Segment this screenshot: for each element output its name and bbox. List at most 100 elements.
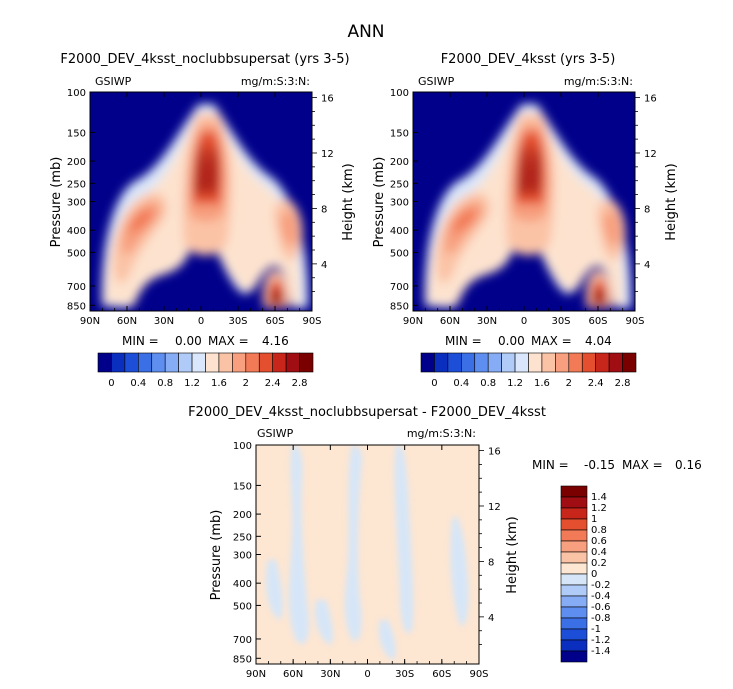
- panel-b-max-value: 4.04: [585, 334, 612, 348]
- colorbar-label: 0.8: [480, 378, 496, 389]
- colorbar-label: 1.4: [591, 492, 607, 503]
- colorbar-swatch: [138, 352, 153, 373]
- panel-c-min-value: -0.15: [584, 458, 615, 472]
- panel-c-axes: 90N 60N 30N 0 30S 60S 90S 100 150 200 250 300 400 500…: [233, 441, 501, 680]
- colorbar-swatch: [205, 352, 220, 373]
- panel-c-max-label: MAX =: [622, 458, 663, 472]
- y-tick-label: 250: [67, 179, 86, 190]
- colorbar-swatch: [461, 352, 476, 373]
- panel-b-units-label: mg/m:S:3:N:: [564, 75, 633, 88]
- panel-c-colorbar: 1.41.210.80.60.40.20-0.2-0.4-0.6-0.8-1-1…: [560, 485, 611, 663]
- x-tick-label: 30S: [228, 316, 247, 327]
- y-tick-label: 300: [67, 198, 86, 209]
- colorbar-swatch: [258, 352, 273, 373]
- x-tick-label: 90S: [625, 316, 644, 327]
- y-tick-label: 250: [390, 179, 409, 190]
- x-tick-label: 60S: [265, 316, 284, 327]
- colorbar-swatch: [178, 352, 193, 373]
- colorbar-label: 0.2: [591, 558, 607, 569]
- y-tick-label: 150: [233, 481, 252, 492]
- y2-tick-label: 12: [644, 149, 657, 160]
- y-tick-label: 850: [233, 654, 252, 665]
- colorbar-label: 1.2: [507, 378, 523, 389]
- colorbar-swatch: [560, 551, 588, 564]
- x-tick-label: 30S: [395, 669, 414, 680]
- panel-b-title: F2000_DEV_4ksst (yrs 3-5): [441, 52, 616, 67]
- panel-a-max-label: MAX =: [208, 334, 249, 348]
- colorbar-swatch: [541, 352, 556, 373]
- y-tick-label: 100: [67, 88, 86, 99]
- panel-b-colorbar: 0 0.4 0.8 1.2 1.6 2 2.4 2.8: [420, 352, 637, 389]
- colorbar-swatch: [232, 352, 247, 373]
- y2-tick-label: 4: [644, 260, 650, 271]
- figure-title: ANN: [347, 22, 384, 42]
- x-tick-label: 30S: [551, 316, 570, 327]
- colorbar-swatch: [474, 352, 489, 373]
- colorbar-label: 2.4: [588, 378, 604, 389]
- colorbar-label: 2: [566, 378, 572, 389]
- colorbar-swatch: [97, 352, 112, 373]
- colorbar-swatch: [560, 562, 588, 575]
- panel-a: F2000_DEV_4ksst_noclubbsupersat (yrs 3-5…: [49, 52, 356, 389]
- panel-b-min-value: 0.00: [498, 334, 525, 348]
- y-tick-label: 700: [233, 635, 252, 646]
- y-tick-label: 200: [390, 157, 409, 168]
- colorbar-swatch: [111, 352, 126, 373]
- colorbar-label: 1.6: [211, 378, 227, 389]
- colorbar-label: 0.4: [453, 378, 469, 389]
- y2-tick-label: 16: [321, 94, 334, 105]
- colorbar-swatch: [560, 573, 588, 586]
- y-tick-label: 150: [390, 128, 409, 139]
- colorbar-label: -0.8: [591, 613, 611, 624]
- y-tick-label: 100: [233, 441, 252, 452]
- panel-a-var-label: GSIWP: [95, 75, 132, 88]
- x-tick-label: 90N: [246, 669, 266, 680]
- y-tick-label: 850: [67, 301, 86, 312]
- panel-a-ylabel2: Height (km): [341, 163, 356, 240]
- colorbar-label: -1.4: [591, 646, 611, 657]
- colorbar-label: 2.8: [292, 378, 308, 389]
- colorbar-label: -1: [591, 624, 601, 635]
- colorbar-swatch: [164, 352, 179, 373]
- x-tick-label: 60N: [283, 669, 303, 680]
- colorbar-label: 2.8: [615, 378, 631, 389]
- panel-c-title: F2000_DEV_4ksst_noclubbsupersat - F2000_…: [188, 405, 546, 420]
- x-tick-label: 90N: [80, 316, 100, 327]
- panel-c-background: [256, 445, 479, 664]
- x-tick-label: 90S: [302, 316, 321, 327]
- colorbar-swatch: [622, 352, 637, 373]
- colorbar-swatch: [285, 352, 300, 373]
- y-tick-label: 850: [390, 301, 409, 312]
- panel-a-ylabel: Pressure (mb): [49, 157, 64, 248]
- y-tick-label: 700: [390, 282, 409, 293]
- colorbar-swatch: [560, 595, 588, 608]
- y-tick-label: 500: [233, 601, 252, 612]
- panel-c: F2000_DEV_4ksst_noclubbsupersat - F2000_…: [188, 405, 702, 680]
- colorbar-swatch: [555, 352, 570, 373]
- colorbar-swatch: [124, 352, 139, 373]
- y-tick-label: 250: [233, 532, 252, 543]
- colorbar-swatch: [560, 628, 588, 641]
- panel-c-ylabel: Pressure (mb): [209, 510, 224, 601]
- colorbar-swatch: [560, 485, 588, 498]
- y2-tick-label: 16: [644, 94, 657, 105]
- x-tick-label: 0: [364, 669, 370, 680]
- colorbar-label: 1.2: [591, 503, 607, 514]
- colorbar-label: 2: [243, 378, 249, 389]
- colorbar-swatch: [151, 352, 166, 373]
- y-tick-label: 300: [390, 198, 409, 209]
- x-tick-label: 60S: [432, 669, 451, 680]
- panel-b-max-label: MAX =: [531, 334, 572, 348]
- panel-a-units-label: mg/m:S:3:N:: [241, 75, 310, 88]
- colorbar-label: 0: [591, 569, 597, 580]
- colorbar-swatch: [560, 639, 588, 652]
- panel-c-var-label: GSIWP: [257, 427, 294, 440]
- colorbar-swatch: [245, 352, 260, 373]
- colorbar-swatch: [560, 540, 588, 553]
- colorbar-swatch: [560, 584, 588, 597]
- colorbar-swatch: [560, 650, 588, 663]
- x-tick-label: 60S: [588, 316, 607, 327]
- x-tick-label: 0: [521, 316, 527, 327]
- colorbar-swatch: [447, 352, 462, 373]
- colorbar-swatch: [608, 352, 623, 373]
